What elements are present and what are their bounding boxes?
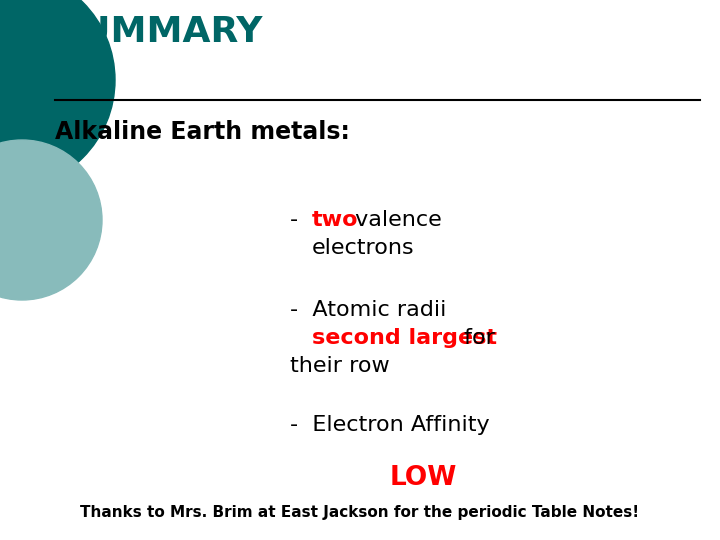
- Circle shape: [0, 140, 102, 300]
- Text: LOW: LOW: [390, 465, 457, 491]
- Text: SUMMARY: SUMMARY: [55, 15, 262, 49]
- Text: for: for: [457, 328, 495, 348]
- Text: Thanks to Mrs. Brim at East Jackson for the periodic Table Notes!: Thanks to Mrs. Brim at East Jackson for …: [81, 505, 639, 520]
- Text: second largest: second largest: [312, 328, 497, 348]
- Text: -  Atomic radii: - Atomic radii: [290, 300, 446, 320]
- Text: valence: valence: [348, 210, 442, 230]
- Text: -: -: [290, 210, 312, 230]
- Text: their row: their row: [290, 356, 390, 376]
- Text: Alkaline Earth metals:: Alkaline Earth metals:: [55, 120, 350, 144]
- Text: two: two: [312, 210, 359, 230]
- Text: -  Electron Affinity: - Electron Affinity: [290, 415, 490, 435]
- Text: electrons: electrons: [312, 238, 415, 258]
- Circle shape: [0, 0, 115, 190]
